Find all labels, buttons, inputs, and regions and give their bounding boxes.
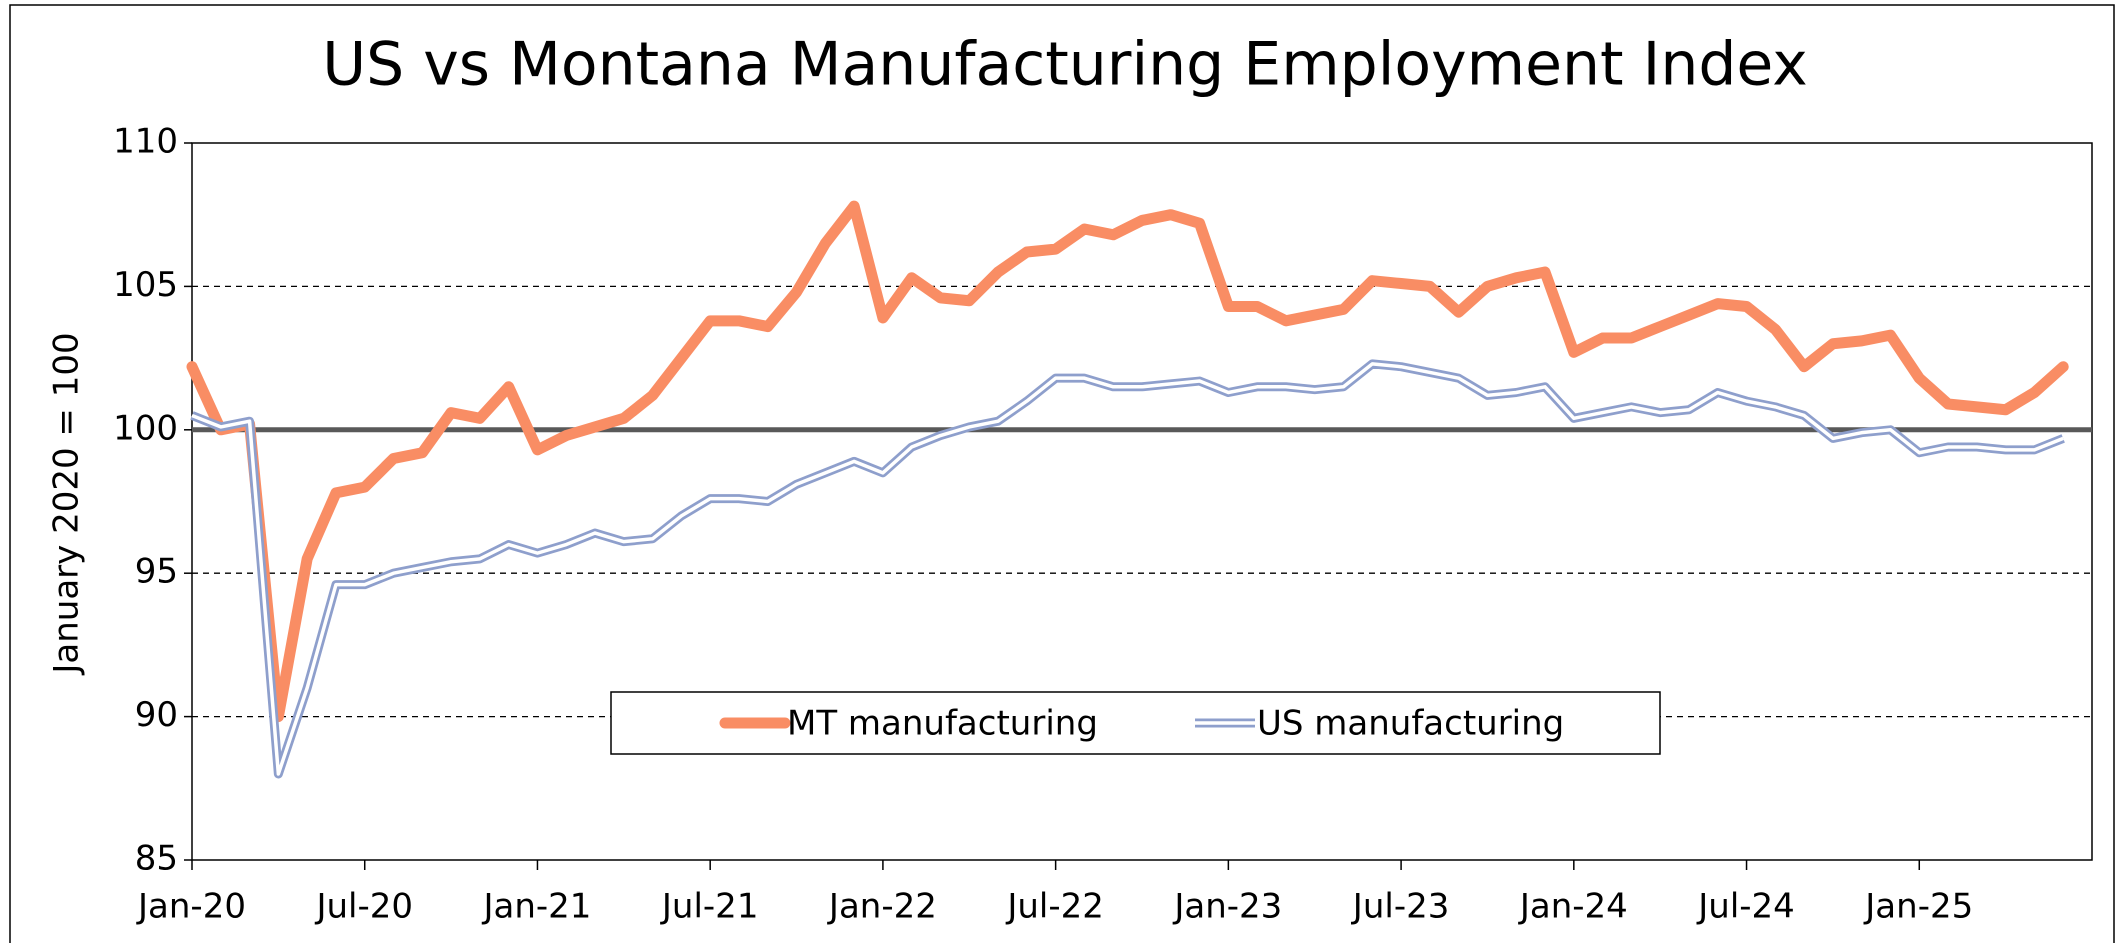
x-tick-label: Jul-23 (1351, 887, 1450, 927)
x-tick-label: Jan-20 (136, 887, 246, 927)
y-tick-label: 90 (135, 695, 178, 735)
x-tick-label: Jan-24 (1518, 887, 1628, 927)
legend-label: MT manufacturing (787, 704, 1098, 744)
y-tick-label: 95 (135, 552, 178, 592)
x-tick-label: Jul-21 (660, 887, 759, 927)
y-tick-label: 100 (113, 408, 178, 448)
chart-frame (9, 4, 2115, 943)
y-tick-label: 110 (113, 122, 178, 162)
x-tick-label: Jan-25 (1863, 887, 1973, 927)
y-tick-label: 85 (135, 839, 178, 879)
x-tick-label: Jul-22 (1005, 887, 1104, 927)
series-line (186, 200, 2069, 723)
series-line-inner (191, 362, 2064, 776)
x-tick-label: Jul-24 (1696, 887, 1795, 927)
legend-label: US manufacturing (1257, 704, 1564, 744)
y-tick-label: 105 (113, 265, 178, 305)
x-tick-label: Jan-23 (1172, 887, 1282, 927)
x-tick-label: Jan-22 (827, 887, 937, 927)
plot-area (191, 142, 2093, 861)
x-tick-label: Jul-20 (314, 887, 413, 927)
y-axis-label: January 2020 = 100 (47, 332, 87, 675)
x-tick-label: Jan-21 (481, 887, 591, 927)
chart-title: US vs Montana Manufacturing Employment I… (322, 30, 1808, 100)
